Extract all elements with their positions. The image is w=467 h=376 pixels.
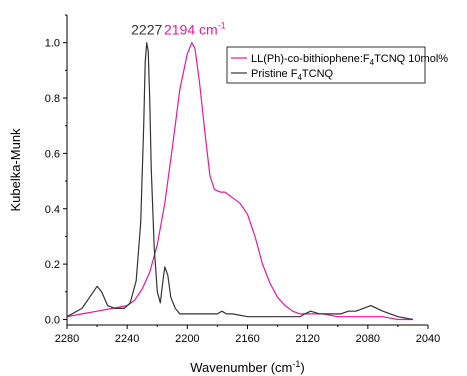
y-tick-label: 0.0 [45, 314, 60, 326]
y-tick-label: 0.4 [45, 204, 60, 216]
y-axis-label: Kubelka-Munk [8, 128, 23, 212]
y-tick-label: 0.2 [45, 259, 60, 271]
x-tick-label: 2280 [55, 333, 79, 345]
legend-box [226, 46, 426, 84]
x-tick-label: 2120 [295, 333, 319, 345]
y-tick-label: 0.6 [45, 148, 60, 160]
x-tick-label: 2160 [235, 333, 259, 345]
y-tick-label: 1.0 [45, 38, 60, 50]
plot-area: 2280 2240 2200 2160 2120 2080 2040 0.0 0.2 0.4 0.6… [8, 14, 448, 375]
peak-annotation-2: 2194 cm-1 [164, 21, 226, 38]
peak-annotation-1: 2227 [131, 22, 162, 38]
legend-label-2: Pristine F4TCNQ [251, 68, 334, 82]
x-tick-label: 2040 [416, 333, 440, 345]
x-tick-label: 2240 [115, 333, 139, 345]
y-tick-label: 0.8 [45, 93, 60, 105]
legend-label-1: LL(Ph)-co-bithiophene:F4TCNQ 10mol% [251, 53, 448, 67]
x-tick-label: 2080 [356, 333, 380, 345]
x-axis-label: Wavenumber (cm-1) [190, 359, 304, 375]
x-tick-label: 2200 [175, 333, 199, 345]
series-line-1 [66, 42, 413, 321]
series-line-2 [66, 42, 414, 321]
